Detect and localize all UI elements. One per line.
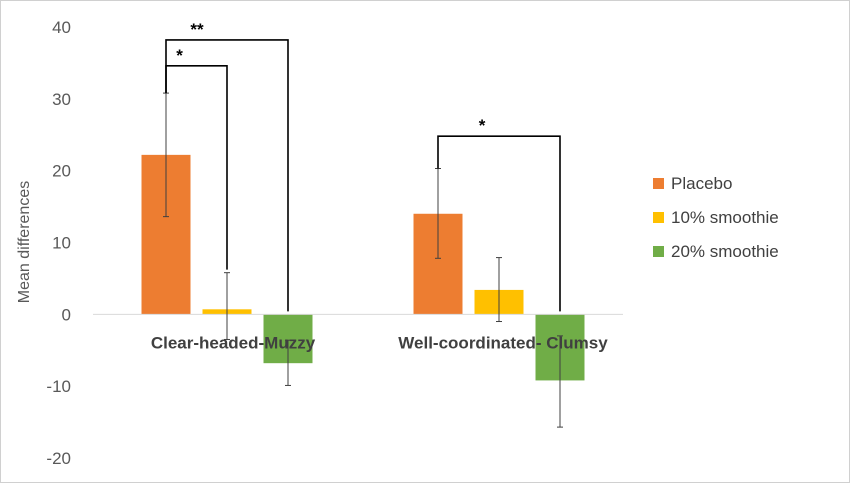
category-labels: Clear-headed-Muzzy Well-coordinated- Clum… — [151, 333, 608, 352]
category-label-1: Well-coordinated- Clumsy — [398, 333, 608, 352]
significance-label-1: * — [176, 46, 183, 65]
legend-swatch — [653, 246, 664, 257]
y-tick-labels: 40 30 20 10 0 -10 -20 — [46, 18, 71, 468]
y-tick-label: 10 — [52, 234, 71, 253]
y-tick-label: 40 — [52, 18, 71, 37]
significance-brackets-layer: **** — [165, 20, 561, 312]
y-tick-label: -10 — [46, 377, 71, 396]
legend-label: Placebo — [671, 174, 732, 193]
y-tick-label: 20 — [52, 162, 71, 181]
legend-label: 10% smoothie — [671, 208, 779, 227]
significance-label-2: * — [479, 116, 486, 135]
legend-swatch — [653, 178, 664, 189]
legend: Placebo 10% smoothie 20% smoothie — [653, 174, 779, 261]
significance-label-0: ** — [190, 20, 204, 39]
significance-bracket-2 — [437, 135, 561, 312]
significance-bracket-1 — [165, 64, 228, 270]
y-axis-title: Mean differences — [16, 181, 33, 303]
y-tick-label: 0 — [62, 305, 71, 324]
y-tick-label: 30 — [52, 90, 71, 109]
category-label-0: Clear-headed-Muzzy — [151, 333, 316, 352]
y-tick-label: -20 — [46, 449, 71, 468]
error-bars-layer — [163, 92, 563, 428]
legend-label: 20% smoothie — [671, 242, 779, 261]
legend-swatch — [653, 212, 664, 223]
